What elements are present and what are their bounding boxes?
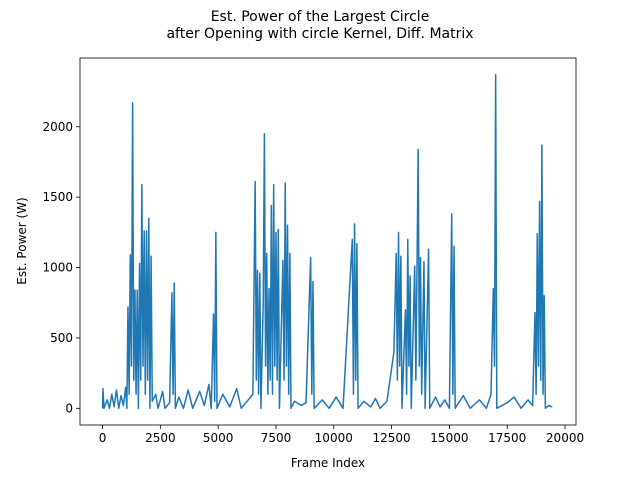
y-tick-label: 500 — [50, 331, 73, 345]
x-tick-label: 17500 — [488, 431, 526, 445]
x-tick-label: 15000 — [430, 431, 468, 445]
x-tick-label: 10000 — [315, 431, 353, 445]
y-tick-label: 0 — [65, 401, 73, 415]
chart-title: Est. Power of the Largest Circle — [211, 9, 430, 25]
x-tick-label: 20000 — [546, 431, 584, 445]
x-tick-label: 2500 — [145, 431, 176, 445]
chart-title: after Opening with circle Kernel, Diff. … — [166, 26, 473, 42]
data-line — [101, 73, 553, 410]
plot-frame — [79, 57, 577, 426]
x-tick-label: 7500 — [261, 431, 292, 445]
y-tick-label: 2000 — [42, 120, 73, 134]
y-tick-label: 1500 — [42, 190, 73, 204]
x-tick-label: 12500 — [372, 431, 410, 445]
x-axis-label: Frame Index — [291, 456, 365, 470]
x-tick-label: 5000 — [203, 431, 234, 445]
x-tick-label: 0 — [99, 431, 107, 445]
y-axis-label: Est. Power (W) — [15, 197, 29, 285]
y-tick-label: 1000 — [42, 261, 73, 275]
